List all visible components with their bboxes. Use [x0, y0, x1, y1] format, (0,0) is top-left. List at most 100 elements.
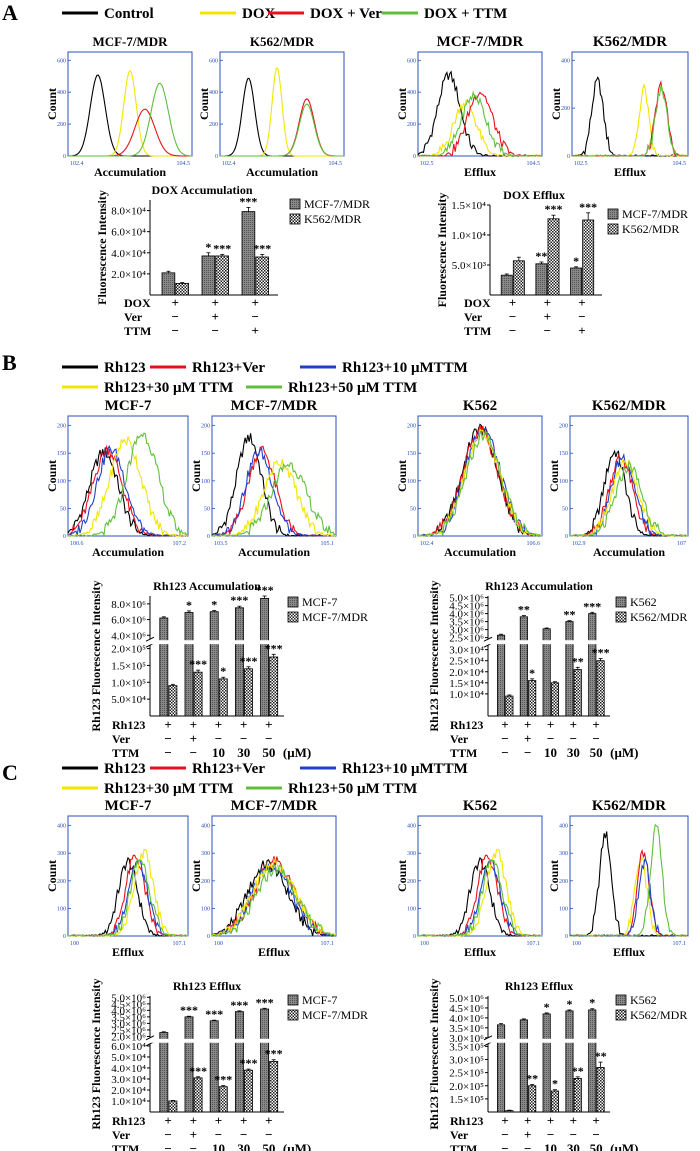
c-bar-2-row-mark: +	[592, 1113, 599, 1128]
c-hist-4-ytick-label: 0	[565, 934, 568, 940]
b-bar-1-row-mark: −	[265, 731, 272, 746]
a-hist-4-curve-red	[572, 80, 689, 158]
a-bar-2-sig: *	[573, 254, 579, 268]
c-hist-4-ytick-label: 100	[559, 906, 568, 912]
b-bar-2-ytick-upper-label: 5.0×10⁶	[449, 593, 484, 605]
a-hist-3-curve-yellow	[418, 98, 543, 157]
b-hist-4-xtick-max: 107	[677, 541, 686, 547]
c-hist-1-xtick-max: 107.1	[173, 941, 187, 947]
c-hist-1-ytick-label: 300	[57, 851, 66, 857]
a-bar-1-row-mark: +	[211, 295, 218, 310]
b-bar-1-break-band	[151, 640, 285, 645]
b-bar-2-row-mark: −	[570, 731, 577, 746]
a-hist-1-xlabel: Accumulation	[94, 165, 166, 179]
c-bar-1-legend-swatch-1	[287, 1009, 299, 1021]
c-hist-2-ytick-label: 400	[201, 824, 210, 830]
a-bar-1-ytick-label: 6.0×10⁴	[111, 227, 146, 239]
a-bar-2-row-mark: −	[509, 309, 516, 324]
a-bar-2-legend-label-0: MCF-7/MDR	[622, 207, 688, 221]
c-bar-2-ytick-lower-label: 3.5×10⁵	[449, 1041, 484, 1053]
a-hist-4-curve-yellow	[572, 84, 689, 157]
c-bar-2-axis-break	[483, 1035, 493, 1041]
a-bar-2-row-mark: −	[578, 309, 585, 324]
a-bar-2-row-label-0: DOX	[464, 296, 491, 310]
c-hist-1-ytick-label: 400	[57, 824, 66, 830]
b-bar-2-legend-label-0: K562	[630, 595, 657, 609]
c-bar-2-ylabel: Rh123 Fluorescence Intensity	[427, 978, 441, 1129]
b-hist-3-curve-green	[418, 430, 543, 537]
c-hist-2-xtick-min: 100	[214, 941, 223, 947]
panel-c-legend-label-1: Rh123+Ver	[192, 761, 265, 777]
a-bar-2-title: DOX Efflux	[503, 188, 565, 202]
c-bar-1-bar-1-0	[168, 1100, 178, 1113]
c-hist-2-curve-red	[212, 856, 337, 937]
b-hist-1-ylabel: Count	[45, 460, 59, 492]
a-hist-1-ytick-label: 600	[57, 58, 66, 64]
c-hist-1-curve-green	[68, 857, 188, 937]
c-bar-2-ytick-lower-label: 2.5×10⁵	[449, 1068, 484, 1080]
a-bar-2-bar-1-2	[582, 219, 595, 296]
b-bar-2-row-mark: −	[547, 731, 554, 746]
c-bar-2-row-mark: −	[570, 1127, 577, 1142]
a-bar-2-bar-0-0	[500, 274, 513, 296]
b-bar-2-legend-swatch-0	[615, 596, 627, 608]
c-hist-2-curve-green	[212, 863, 337, 937]
c-bar-2-row-mark: +	[501, 1113, 508, 1128]
c-hist-2-frame	[211, 815, 337, 937]
c-bar-2-ytick-lower-label: 1.5×10⁵	[449, 1094, 484, 1106]
c-hist-3-title: K562	[463, 798, 497, 814]
b-bar-1-axis-break	[145, 636, 155, 642]
b-bar-2-sig: **	[563, 608, 575, 622]
b-hist-1-curve-yellow	[67, 436, 189, 537]
b-bar-2-bar-1-4	[596, 660, 605, 717]
c-hist-3-xtick-max: 107.1	[527, 941, 541, 947]
b-hist-4-ytick-label: 200	[559, 424, 568, 430]
b-bar-2-unit: (μM)	[610, 745, 638, 760]
a-bar-2-ylabel: Fluorescence Intensity	[435, 193, 449, 308]
a-hist-3-ytick-label: 200	[407, 122, 416, 128]
a-bar-1-row-mark: +	[251, 295, 258, 310]
b-hist-2-ytick-label: 200	[201, 424, 210, 430]
c-hist-4-curve-blue	[569, 858, 689, 937]
a-bar-1-row-mark: −	[251, 309, 258, 324]
c-bar-1-ytick-upper-label: 2.5×10⁶	[111, 1025, 146, 1037]
b-hist-1-ytick-label: 50	[60, 506, 66, 512]
c-bar-2-row-label-2: TTM	[450, 1142, 477, 1151]
a-hist-4-ytick-label: 0	[567, 154, 570, 160]
b-bar-2-row-mark: −	[501, 745, 508, 760]
c-bar-2-break-band	[489, 1038, 611, 1043]
c-hist-2-title: MCF-7/MDR	[231, 798, 318, 814]
b-bar-2-row-label-1: Ver	[450, 732, 469, 746]
b-bar-1-sig: *	[186, 598, 192, 612]
c-bar-1-row-mark: −	[215, 1127, 222, 1142]
b-bar-2-ytick-upper-label: 4.5×10⁶	[449, 601, 484, 613]
c-hist-4-ytick-label: 300	[559, 851, 568, 857]
panel-c-legend-label-2: Rh123+10 μMTTM	[342, 761, 468, 777]
c-bar-1-row-mark: +	[240, 1113, 247, 1128]
b-hist-1-curve-red	[67, 444, 189, 537]
c-bar-2-sig: **	[595, 1049, 607, 1063]
c-bar-2-row-mark: −	[501, 1141, 508, 1151]
c-bar-1-row-mark: −	[164, 1141, 171, 1151]
b-hist-3-ytick-label: 100	[407, 479, 416, 485]
b-bar-1-row-mark: 50	[262, 745, 275, 760]
b-hist-3-curve-blue	[418, 427, 543, 537]
b-hist-2-curve-yellow	[211, 459, 337, 537]
b-hist-2-ytick-label: 100	[201, 479, 210, 485]
c-hist-2-ytick-label: 100	[201, 906, 210, 912]
a-bar-1-sig: ***	[239, 194, 257, 208]
b-bar-1-row-label-2: TTM	[112, 746, 139, 760]
c-bar-1-row-mark: +	[190, 1113, 197, 1128]
a-hist-4-title: K562/MDR	[593, 34, 667, 50]
b-hist-1-ytick-label: 100	[57, 479, 66, 485]
a-bar-1-bar-1-1	[215, 255, 230, 296]
panel-a-legend-label-2: DOX + Ver	[310, 6, 382, 22]
c-bar-1-row-mark: +	[215, 1113, 222, 1128]
c-bar-1-ytick-lower-label: 6.0×10⁴	[111, 1041, 146, 1053]
a-hist-3-frame	[417, 51, 543, 157]
c-bar-2-unit: (μM)	[610, 1141, 638, 1151]
a-hist-1-xtick-min: 102.4	[70, 161, 84, 167]
a-hist-4-xtick-min: 102.5	[574, 161, 588, 167]
c-hist-3-frame	[417, 815, 543, 937]
b-bar-1-sig: ***	[230, 593, 248, 607]
